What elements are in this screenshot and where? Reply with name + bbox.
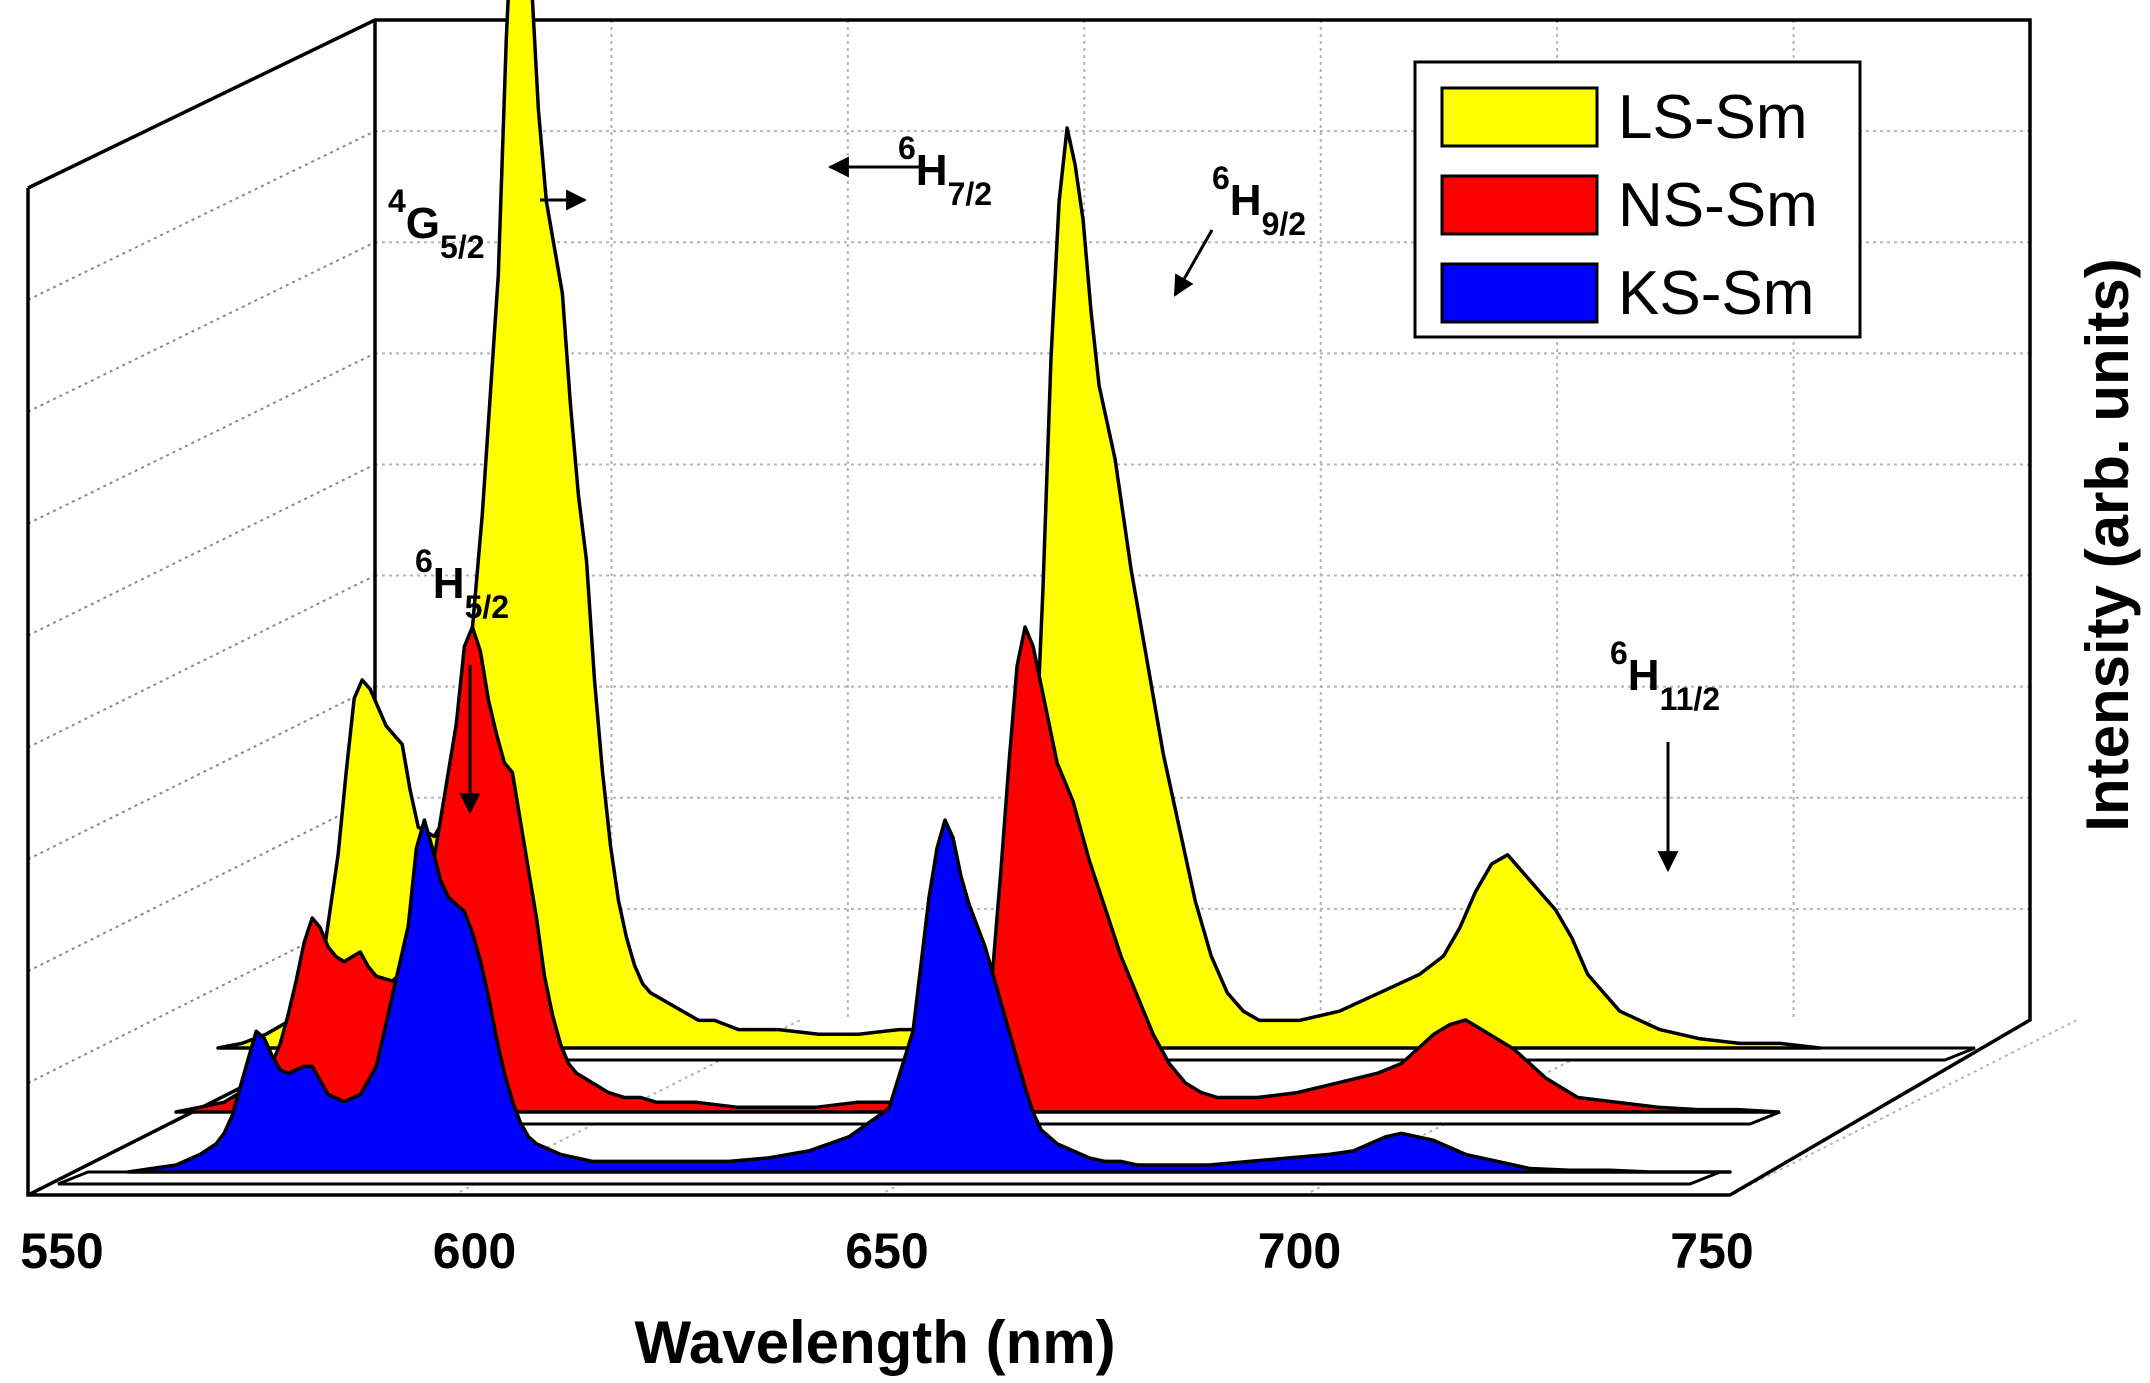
grid-line-floor [1729, 1019, 2078, 1196]
series-area-ns-sm [174, 625, 1780, 1114]
annotation-superscript: 6 [415, 543, 433, 579]
x-tick-label: 750 [1670, 1223, 1753, 1279]
grid-line-side [27, 130, 376, 301]
grid-line-side [27, 352, 376, 525]
annotation-subscript: 5/2 [465, 589, 509, 625]
annotation-h-7-2: 6H7/2 [827, 130, 992, 212]
annotation-superscript: 6 [1212, 160, 1230, 196]
x-tick-label: 550 [20, 1223, 103, 1279]
x-tick-label: 600 [433, 1223, 516, 1279]
annotation-h-9-2: 6H9/2 [1173, 160, 1306, 297]
series-area-ls-sm [216, 0, 1822, 1050]
annotation-superscript: 6 [1610, 635, 1628, 671]
annotation-g-5-2: 4G5/2 [388, 183, 588, 265]
x-axis-title: Wavelength (nm) [634, 1309, 1115, 1376]
series-area-ks-sm [126, 818, 1732, 1174]
annotation-term: G [406, 199, 440, 248]
svg-text:6H9/2: 6H9/2 [1212, 160, 1306, 242]
annotation-subscript: 7/2 [948, 176, 992, 212]
grid-line-side [27, 685, 376, 861]
legend-label-ls-sm: LS-Sm [1618, 83, 1807, 152]
x-tick-label: 700 [1258, 1223, 1341, 1279]
legend-swatch-ls-sm [1440, 86, 1599, 148]
annotation-superscript: 4 [388, 183, 406, 219]
annotation-term: H [916, 146, 948, 195]
annotation-subscript: 5/2 [440, 229, 484, 265]
legend: LS-Sm NS-Sm KS-Sm [1413, 60, 1862, 339]
series-baseline-strip [57, 1170, 1721, 1186]
grid-line-side [27, 796, 376, 973]
legend-label-ks-sm: KS-Sm [1618, 259, 1814, 328]
annotation-term: H [433, 559, 465, 608]
annotation-term: H [1628, 651, 1660, 700]
annotation-arrow [1173, 229, 1214, 297]
legend-swatch-ks-sm [1440, 262, 1599, 324]
legend-label-ns-sm: NS-Sm [1618, 171, 1818, 240]
x-tick-labels: 550 600 650 700 750 [20, 1223, 1753, 1279]
annotation-term: H [1230, 176, 1262, 225]
series-areas [57, 0, 1976, 1186]
svg-text:6H5/2: 6H5/2 [415, 543, 509, 625]
annotation-subscript: 11/2 [1660, 681, 1721, 717]
annotation-h-5-2: 6H5/2 [415, 543, 509, 815]
x-tick-label: 650 [845, 1223, 928, 1279]
svg-text:4G5/2: 4G5/2 [388, 183, 485, 265]
annotation-superscript: 6 [898, 130, 916, 166]
svg-text:6H11/2: 6H11/2 [1610, 635, 1720, 717]
legend-swatch-ns-sm [1440, 174, 1599, 236]
annotation-h-11-2: 6H11/2 [1610, 635, 1720, 873]
svg-text:6H7/2: 6H7/2 [898, 130, 992, 212]
y-axis-title: Intensity (arb. units) [2074, 258, 2141, 831]
grid-line-side [27, 241, 376, 413]
annotation-subscript: 9/2 [1262, 206, 1306, 242]
grid-line-side [27, 574, 376, 749]
grid-line-side [27, 463, 376, 637]
